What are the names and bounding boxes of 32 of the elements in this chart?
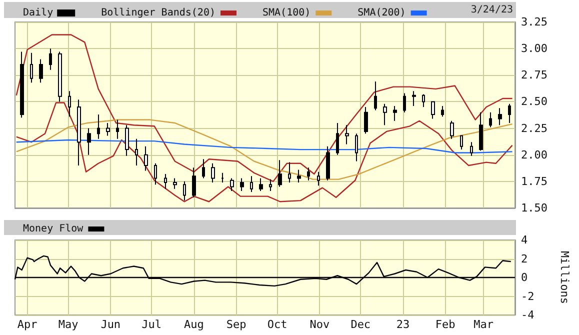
y-tick-label: 2.00	[521, 148, 548, 162]
y-tick-label: 2.25	[521, 122, 548, 135]
legend-label: SMA(100)	[262, 8, 311, 18]
x-tick-label: Nov	[310, 318, 330, 331]
y-tick-label: 1.75	[521, 174, 548, 188]
legend-label: Money Flow	[22, 224, 84, 234]
y-tick-label: 2.75	[521, 68, 548, 82]
y-tick-label: 2	[521, 252, 528, 266]
y-tick-label: 4	[521, 234, 528, 246]
x-tick-label: Sep	[226, 318, 246, 331]
y-tick-label: 1.50	[521, 202, 548, 214]
x-tick-label: Feb	[435, 318, 456, 331]
legend-label: SMA(200)	[358, 8, 406, 18]
x-tick-label: Jul	[142, 318, 162, 331]
y-tick-label: 0	[521, 271, 528, 284]
x-tick-label: Aug	[184, 318, 204, 331]
x-tick-label: Oct	[267, 318, 288, 331]
x-tick-label: Dec	[350, 318, 371, 331]
y-axis-title: Millions	[558, 251, 571, 304]
text: 3/24/23	[470, 4, 514, 16]
x-tick-label: Mar	[474, 318, 494, 331]
x-tick-label: Apr	[17, 318, 38, 331]
x-tick-label: Jun	[100, 318, 121, 331]
legend-label: Bollinger Bands(20)	[101, 8, 216, 18]
legend-label: Daily	[22, 8, 54, 18]
x-tick-label: 23	[396, 318, 410, 331]
y-tick-label: 2.50	[521, 95, 548, 108]
y-tick-label: -4	[521, 308, 535, 322]
y-tick-label: 3.00	[521, 42, 548, 56]
x-tick-label: May	[58, 318, 79, 331]
y-tick-label: 3.25	[521, 16, 548, 28]
y-tick-label: -2	[521, 290, 534, 303]
